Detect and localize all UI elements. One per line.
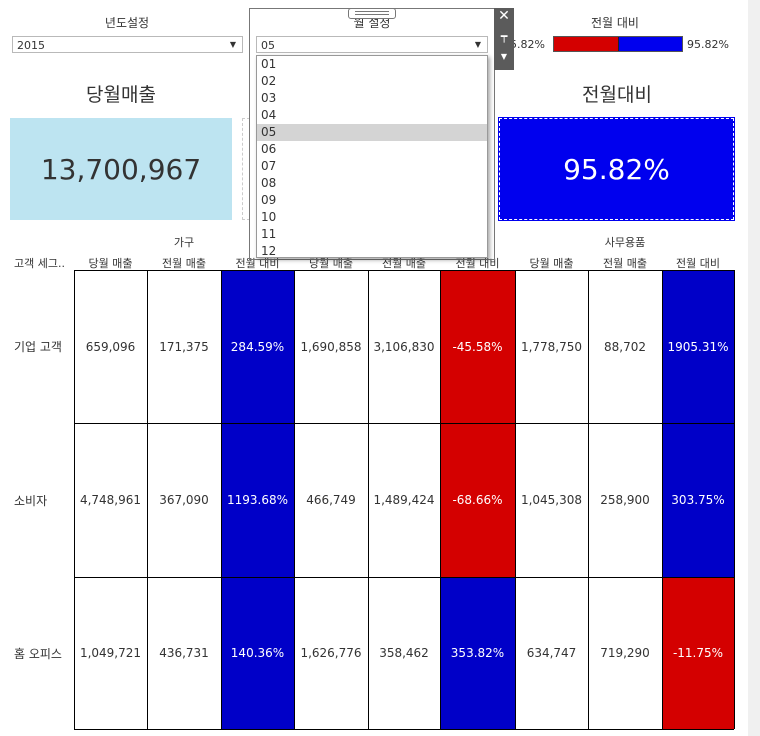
grid-vline xyxy=(588,270,589,729)
table-cell[interactable]: 358,462 xyxy=(379,646,429,660)
table-cell[interactable]: 1193.68% xyxy=(221,423,294,577)
grid-vline xyxy=(515,270,516,729)
month-option[interactable]: 10 xyxy=(261,210,277,224)
month-option[interactable]: 02 xyxy=(261,74,277,88)
kpi-current-title: 당월매출 xyxy=(86,84,156,106)
row-label-segment: 홈 오피스 xyxy=(14,646,62,661)
year-select[interactable]: 2015 ▼ xyxy=(12,36,243,53)
compare-legend-min: 5.82% xyxy=(510,38,545,51)
col-header-3: 전월 대비 xyxy=(235,257,280,270)
table-cell[interactable]: 1905.31% xyxy=(662,270,734,423)
table-cell[interactable]: 171,375 xyxy=(159,339,209,354)
month-option[interactable]: 09 xyxy=(261,193,277,207)
table-cell[interactable]: 466,749 xyxy=(306,493,356,507)
compare-legend-bar xyxy=(553,36,683,52)
month-filter-label: 월 설정 xyxy=(353,16,391,30)
table-cell[interactable]: 88,702 xyxy=(604,339,646,354)
kpi-compare-title: 전월대비 xyxy=(582,84,652,106)
month-option[interactable]: 01 xyxy=(261,57,277,71)
close-icon[interactable]: ✕ xyxy=(498,8,510,24)
kpi-middle-box xyxy=(242,118,250,220)
grid-vline xyxy=(147,270,148,729)
table-cell[interactable]: -68.66% xyxy=(440,423,515,577)
row-label-segment: 소비자 xyxy=(14,493,48,508)
grid-hline xyxy=(74,423,734,424)
month-option[interactable]: 07 xyxy=(261,159,277,173)
row-label-segment: 기업 고객 xyxy=(14,340,62,354)
month-option[interactable]: 12 xyxy=(261,244,277,258)
compare-legend-max: 95.82% xyxy=(687,38,729,51)
grid-vline xyxy=(294,270,295,729)
pin-icon[interactable]: ┯ xyxy=(500,30,508,43)
grid-vline xyxy=(734,270,735,729)
month-option[interactable]: 05 xyxy=(257,124,487,141)
month-option[interactable]: 03 xyxy=(261,91,277,105)
month-option[interactable]: 04 xyxy=(261,108,277,122)
grid-hline xyxy=(74,270,734,271)
month-select[interactable]: 05 ▼ xyxy=(256,36,488,53)
col-header-6: 전월 대비 xyxy=(455,257,500,270)
grid-vline xyxy=(368,270,369,729)
table-cell[interactable]: 303.75% xyxy=(662,423,734,577)
month-option[interactable]: 11 xyxy=(261,227,277,241)
table-cell[interactable]: 4,748,961 xyxy=(79,493,142,507)
grid-vline xyxy=(221,270,222,729)
col-header-7: 당월 매출 xyxy=(529,257,574,270)
drag-handle-icon[interactable] xyxy=(348,8,396,19)
grid-hline xyxy=(74,729,734,730)
table-cell[interactable]: 140.36% xyxy=(221,577,294,729)
table-cell[interactable]: 1,778,750 xyxy=(520,339,583,354)
chevron-down-icon[interactable]: ▼ xyxy=(474,40,482,49)
compare-legend-midline xyxy=(618,37,619,51)
kpi-compare-value: 95.82% xyxy=(498,117,735,221)
table-cell[interactable]: 719,290 xyxy=(600,646,650,660)
year-filter-label: 년도설정 xyxy=(104,16,150,30)
month-select-value: 05 xyxy=(261,39,275,52)
col-header-1: 당월 매출 xyxy=(88,257,133,270)
col-header-2: 전월 매출 xyxy=(162,257,206,270)
compare-legend-positive xyxy=(619,37,682,51)
kpi-current-value: 13,700,967 xyxy=(10,118,232,220)
table-cell[interactable]: 1,690,858 xyxy=(300,339,362,354)
compare-legend-negative xyxy=(554,37,618,51)
segment-header[interactable]: 고객 세그.. xyxy=(14,257,65,270)
chevron-down-icon[interactable]: ▼ xyxy=(500,52,508,61)
table-cell[interactable]: 353.82% xyxy=(440,577,515,729)
table-cell[interactable]: 659,096 xyxy=(85,339,136,354)
grid-vline xyxy=(440,270,441,729)
month-dropdown-list: 01 02 03 04 05 06 07 08 09 10 11 12 xyxy=(256,55,488,258)
popup-toolbar: ✕ ┯ ▼ xyxy=(494,8,514,70)
grid-hline xyxy=(74,577,734,578)
category-header-furniture: 가구 xyxy=(173,236,195,249)
grid-vline xyxy=(662,270,663,729)
table-cell[interactable]: 367,090 xyxy=(159,493,209,507)
col-header-9: 전월 대비 xyxy=(676,257,720,270)
table-cell[interactable]: 1,045,308 xyxy=(520,493,583,507)
col-header-4: 당월 매출 xyxy=(309,257,353,270)
table-cell[interactable]: 1,049,721 xyxy=(79,646,142,660)
table-cell[interactable]: -11.75% xyxy=(662,577,734,729)
table-cell[interactable]: 1,489,424 xyxy=(373,493,435,507)
table-cell[interactable]: 258,900 xyxy=(600,493,650,507)
table-cell[interactable]: 284.59% xyxy=(221,270,294,423)
grid-vline xyxy=(74,270,75,729)
table-cell[interactable]: 634,747 xyxy=(526,646,577,660)
col-header-5: 전월 매출 xyxy=(382,257,426,270)
month-option[interactable]: 06 xyxy=(261,142,277,156)
month-option[interactable]: 08 xyxy=(261,176,277,190)
page-scrollbar[interactable] xyxy=(748,0,760,736)
table-cell[interactable]: 436,731 xyxy=(159,646,209,660)
category-header-office: 사무용품 xyxy=(604,236,646,249)
col-header-8: 전월 매출 xyxy=(603,257,647,270)
compare-legend-label: 전월 대비 xyxy=(591,16,639,30)
table-cell[interactable]: 3,106,830 xyxy=(373,339,435,354)
year-select-value: 2015 xyxy=(17,39,45,52)
table-cell[interactable]: -45.58% xyxy=(440,270,515,423)
chevron-down-icon[interactable]: ▼ xyxy=(229,40,237,49)
table-cell[interactable]: 1,626,776 xyxy=(300,646,362,660)
